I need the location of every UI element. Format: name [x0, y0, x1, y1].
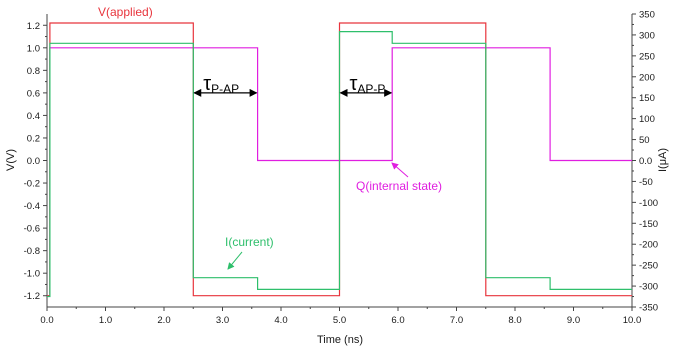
- x-tick-label: 7.0: [450, 315, 463, 326]
- y-left-tick-label: 0.0: [27, 156, 40, 167]
- y-right-tick-label: -200: [639, 240, 658, 251]
- x-axis-label: Time (ns): [317, 334, 363, 346]
- y-right-tick-label: -150: [639, 219, 658, 230]
- y-left-tick-label: -0.4: [24, 201, 40, 212]
- y-ticks-right: 350 300 250 200 150 100 50 0.0 -50 -100 -150 -200 -2…: [632, 10, 658, 314]
- x-ticks: 0.0 1.0 2.0 3.0 4.0 5.0 6.0 7.0 8.0 9.0 10.0: [40, 307, 641, 326]
- x-tick-label: 5.0: [333, 315, 346, 326]
- x-tick-label: 1.0: [99, 315, 112, 326]
- q-pointer-line: [391, 162, 409, 178]
- i-pointer-line: [227, 251, 243, 270]
- x-tick-label: 10.0: [623, 315, 642, 326]
- y-right-tick-label: -350: [639, 303, 658, 314]
- y-right-tick-label: -100: [639, 198, 658, 209]
- y-right-tick-label: 100: [639, 114, 655, 125]
- y-right-tick-label: 350: [639, 10, 655, 21]
- y-left-tick-label: -0.8: [24, 246, 40, 257]
- label-i-current: I(current): [225, 235, 274, 249]
- y-axis-label-left: V(V): [5, 149, 17, 171]
- y-left-tick-label: -1.2: [24, 291, 40, 302]
- x-tick-label: 4.0: [274, 315, 287, 326]
- y-right-tick-label: 250: [639, 51, 655, 62]
- y-left-tick-label: -1.0: [24, 269, 40, 280]
- x-tick-label: 3.0: [216, 315, 229, 326]
- y-left-tick-label: 0.6: [27, 88, 40, 99]
- y-right-tick-label: 150: [639, 93, 655, 104]
- y-right-tick-label: 200: [639, 72, 655, 83]
- series-layer: [47, 22, 632, 298]
- y-right-tick-label: -300: [639, 282, 658, 293]
- y-right-tick-label: 0.0: [639, 156, 652, 167]
- label-q-internal-state: Q(internal state): [356, 179, 442, 193]
- y-right-tick-label: -250: [639, 261, 658, 272]
- x-tick-label: 0.0: [40, 315, 53, 326]
- x-tick-label: 6.0: [391, 315, 404, 326]
- annotations: V(applied) τP-AP τAP-P Q(internal state)…: [98, 5, 442, 270]
- x-tick-label: 8.0: [508, 315, 521, 326]
- tau-p-ap-label: τP-AP: [203, 73, 239, 96]
- x-tick-label: 9.0: [567, 315, 580, 326]
- y-left-tick-label: 0.4: [27, 111, 40, 122]
- x-tick-label: 2.0: [157, 315, 170, 326]
- y-left-tick-label: -0.2: [24, 179, 40, 190]
- label-v-applied: V(applied): [98, 5, 153, 19]
- y-left-tick-label: 1.0: [27, 43, 40, 54]
- y-left-tick-label: 1.2: [27, 21, 40, 32]
- y-ticks-left: 1.2 1.0 0.8 0.6 0.4 0.2 0.0 -0.2 -0.4 -0.6 -0.8 -1.…: [24, 21, 47, 302]
- y-right-tick-label: 50: [639, 135, 650, 146]
- y-right-tick-label: -50: [639, 177, 653, 188]
- tau-ap-p-label: τAP-P: [350, 73, 386, 96]
- y-left-tick-label: -0.6: [24, 224, 40, 235]
- series-line-i-current: [47, 31, 632, 298]
- y-left-tick-label: 0.2: [27, 133, 40, 144]
- y-right-tick-label: 300: [639, 30, 655, 41]
- y-axis-label-right: I(μA): [657, 148, 669, 172]
- y-left-tick-label: 0.8: [27, 66, 40, 77]
